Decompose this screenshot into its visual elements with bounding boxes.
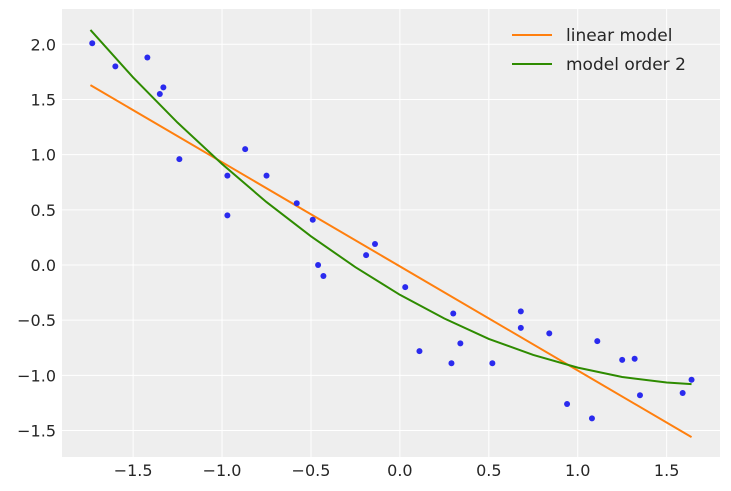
data-point xyxy=(631,355,638,362)
data-point xyxy=(546,330,553,337)
y-tick-label: −1.5 xyxy=(17,422,56,441)
data-point xyxy=(416,348,423,355)
x-tick-label: −1.0 xyxy=(203,461,242,480)
y-tick-label: −0.5 xyxy=(17,311,56,330)
data-point xyxy=(679,390,686,396)
data-point xyxy=(594,338,601,345)
data-point xyxy=(160,84,167,91)
data-point xyxy=(402,284,409,291)
y-tick-label: 1.5 xyxy=(31,90,56,109)
x-tick-label: 1.5 xyxy=(654,461,679,480)
legend: linear model model order 2 xyxy=(512,26,686,75)
data-point xyxy=(224,212,231,219)
data-point xyxy=(448,360,455,367)
data-point xyxy=(242,146,249,153)
data-point xyxy=(619,356,626,363)
data-point xyxy=(89,40,96,47)
data-point xyxy=(489,360,496,367)
x-tick-label: −0.5 xyxy=(292,461,331,480)
series-line-model-order-2 xyxy=(89,29,692,386)
data-point xyxy=(263,172,270,179)
data-point xyxy=(156,90,163,97)
data-point xyxy=(293,200,300,207)
data-point xyxy=(320,273,327,280)
y-tick-label: 2.0 xyxy=(31,35,56,54)
grid xyxy=(62,9,720,457)
data-point xyxy=(636,392,643,399)
data-point xyxy=(457,340,464,347)
series-lines xyxy=(89,29,693,439)
legend-label-linear-model: linear model xyxy=(566,26,672,46)
y-tick-label: 0.5 xyxy=(31,201,56,220)
legend-label-model-order-2: model order 2 xyxy=(566,55,686,75)
x-tick-label: −1.5 xyxy=(114,461,153,480)
y-tick-label: 1.0 xyxy=(31,146,56,165)
data-point xyxy=(517,324,524,331)
data-point xyxy=(517,308,524,315)
data-point xyxy=(224,172,231,179)
data-point xyxy=(144,54,151,61)
y-tick-label: 0.0 xyxy=(31,256,56,275)
data-point xyxy=(450,310,457,317)
data-point xyxy=(564,401,571,408)
y-axis-ticks: −1.5 −1.0 −0.5 0.0 0.5 1.0 1.5 2.0 xyxy=(17,35,56,440)
data-point xyxy=(363,252,370,259)
data-point xyxy=(688,376,695,383)
data-point xyxy=(309,216,316,223)
data-point xyxy=(588,415,595,422)
data-point xyxy=(315,262,322,268)
y-tick-label: −1.0 xyxy=(17,366,56,385)
data-point xyxy=(176,156,183,163)
data-point xyxy=(371,241,378,248)
plot-area xyxy=(62,9,720,457)
series-line-linear-model xyxy=(89,84,693,439)
x-tick-label: 0.0 xyxy=(387,461,412,480)
data-points xyxy=(89,40,695,422)
x-axis-ticks: −1.5 −1.0 −0.5 0.0 0.5 1.0 1.5 xyxy=(114,461,680,480)
x-tick-label: 1.0 xyxy=(565,461,590,480)
data-point xyxy=(112,63,119,70)
x-tick-label: 0.5 xyxy=(476,461,501,480)
